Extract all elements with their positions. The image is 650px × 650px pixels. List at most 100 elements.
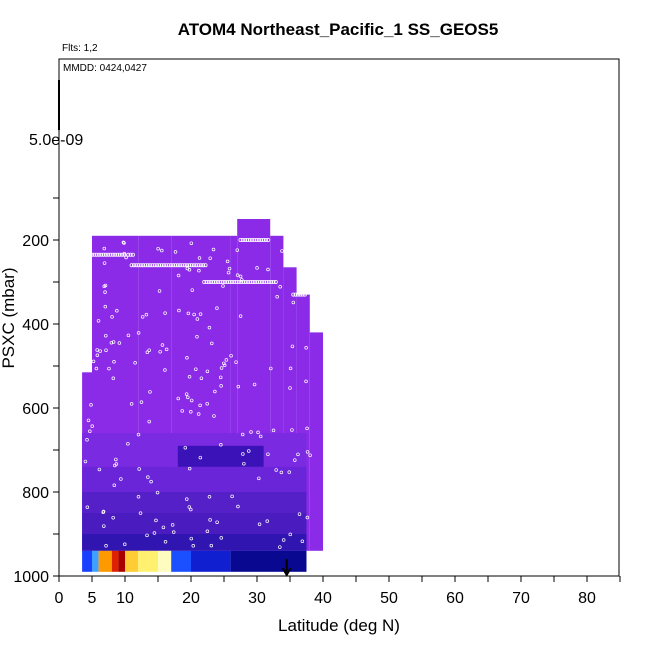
flight-profile-point xyxy=(279,470,284,475)
flight-track-point xyxy=(194,263,199,268)
flight-track-point xyxy=(187,263,192,268)
flight-track-point xyxy=(246,279,251,284)
flight-track-point xyxy=(254,237,259,242)
x-tick-label: 10 xyxy=(116,590,134,607)
flight-track-point xyxy=(101,252,106,257)
flight-profile-point xyxy=(161,525,166,530)
y-tick-label: 200 xyxy=(22,233,49,250)
flight-profile-point xyxy=(98,349,102,353)
chart-title: ATOM4 Northeast_Pacific_1 SS_GEOS5 xyxy=(178,20,499,39)
flight-profile-point xyxy=(300,539,305,543)
heatmap-band xyxy=(82,513,307,534)
flight-track-point xyxy=(161,263,166,268)
surface-strip-cell xyxy=(191,550,231,572)
flight-track-point xyxy=(103,252,108,257)
flight-profile-point xyxy=(115,308,119,313)
flight-track-point xyxy=(204,279,209,284)
flight-track-point xyxy=(203,263,208,268)
x-tick-label: 70 xyxy=(512,590,530,607)
flight-profile-point xyxy=(210,341,214,346)
flight-profile-point xyxy=(238,314,243,318)
flight-track-point xyxy=(229,279,234,284)
flight-track-point xyxy=(110,252,115,257)
flight-track-point xyxy=(238,237,243,242)
flight-profile-point xyxy=(205,529,210,534)
heatmap-layer xyxy=(82,219,323,572)
flight-profile-point xyxy=(266,267,270,272)
latitude-marker-arrow-head xyxy=(281,567,292,578)
flight-track-point xyxy=(191,263,196,268)
flight-profile-point xyxy=(185,355,189,360)
flight-track-point xyxy=(122,252,127,257)
flight-track-point xyxy=(182,263,187,268)
flight-profile-point xyxy=(288,386,292,390)
flight-profile-point xyxy=(147,348,151,352)
flight-profile-point xyxy=(269,366,273,371)
flight-profile-point xyxy=(102,524,106,528)
flight-track-point xyxy=(291,292,296,297)
flight-profile-point xyxy=(163,540,168,544)
flight-profile-point xyxy=(305,426,309,431)
flight-profile-point xyxy=(222,361,226,366)
flight-profile-point xyxy=(95,353,100,357)
flight-track-point xyxy=(314,292,319,297)
flight-track-point xyxy=(243,279,248,284)
flight-profile-point xyxy=(209,543,214,548)
flight-track-point xyxy=(175,263,180,268)
flight-profile-point xyxy=(236,504,240,509)
flight-profile-point xyxy=(288,532,293,537)
flight-profile-point xyxy=(112,483,117,488)
flight-profile-point xyxy=(190,288,195,292)
flight-profile-point xyxy=(107,366,111,371)
flight-profile-point xyxy=(85,438,89,442)
flight-profile-point xyxy=(146,475,150,479)
flight-track-point xyxy=(108,252,113,257)
flight-track-point xyxy=(316,292,321,297)
flight-profile-point xyxy=(280,249,284,253)
y-axis-label: PSXC (mbar) xyxy=(0,267,18,368)
flight-track-point xyxy=(250,279,255,284)
flight-profile-point xyxy=(213,389,217,394)
flight-profile-point xyxy=(252,382,257,387)
flight-profile-point xyxy=(274,468,278,472)
flight-track-point xyxy=(232,279,237,284)
flight-profile-point xyxy=(266,452,270,456)
flight-track-point xyxy=(257,279,262,284)
flight-track-point xyxy=(206,279,211,284)
flight-profile-point xyxy=(176,273,181,278)
flight-profile-point xyxy=(215,520,219,524)
flight-profile-point xyxy=(102,246,107,251)
flight-track-point xyxy=(171,263,176,268)
flight-profile-point xyxy=(238,274,243,279)
flight-track-point xyxy=(138,263,143,268)
flight-profile-point xyxy=(133,361,137,365)
flight-track-point xyxy=(248,279,253,284)
flight-track-point xyxy=(130,252,135,257)
flight-profile-point xyxy=(234,360,238,364)
flight-profile-point xyxy=(91,359,96,364)
flight-profile-point xyxy=(97,467,102,472)
flight-profile-point xyxy=(224,358,229,362)
flight-profile-point xyxy=(219,384,223,388)
y-tick-label: 600 xyxy=(22,401,49,418)
flight-profile-point xyxy=(240,278,244,282)
flight-profile-point xyxy=(180,409,184,413)
flight-profile-point xyxy=(104,333,108,338)
flight-profile-point xyxy=(218,375,223,380)
surface-strip-cell xyxy=(82,550,92,572)
flight-profile-point xyxy=(114,457,118,462)
flight-profile-point xyxy=(235,248,240,252)
flight-track-point xyxy=(271,279,276,284)
flight-profile-point xyxy=(173,250,178,254)
flight-profile-point xyxy=(160,248,164,253)
flight-profile-point xyxy=(136,432,141,437)
flight-profile-point xyxy=(189,410,193,414)
flight-profile-point xyxy=(144,312,149,317)
flight-track-point xyxy=(241,279,246,284)
flight-profile-point xyxy=(122,251,127,256)
flight-profile-point xyxy=(189,507,193,512)
flight-profile-point xyxy=(145,350,150,355)
surface-strip-cell xyxy=(98,550,112,572)
flight-track-point xyxy=(178,263,183,268)
flight-track-point xyxy=(259,279,264,284)
